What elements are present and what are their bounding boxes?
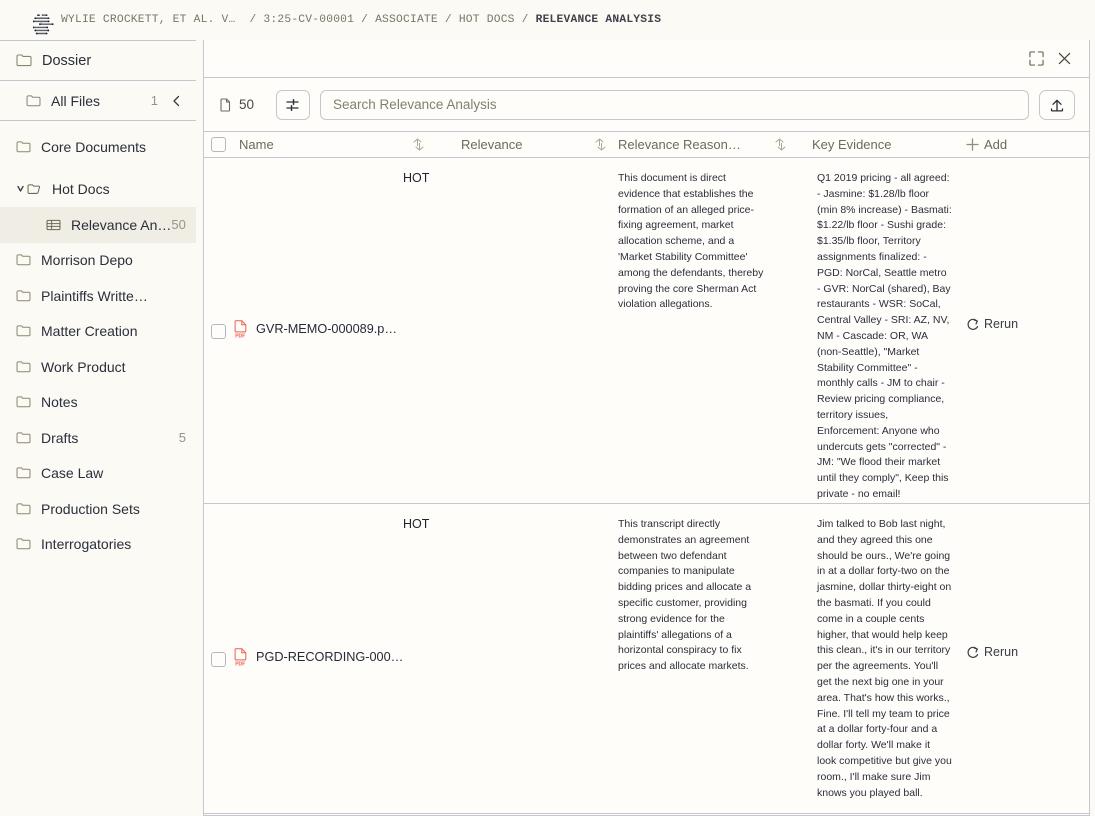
svg-text:PDF: PDF — [235, 333, 245, 339]
svg-text:PDF: PDF — [235, 661, 245, 667]
